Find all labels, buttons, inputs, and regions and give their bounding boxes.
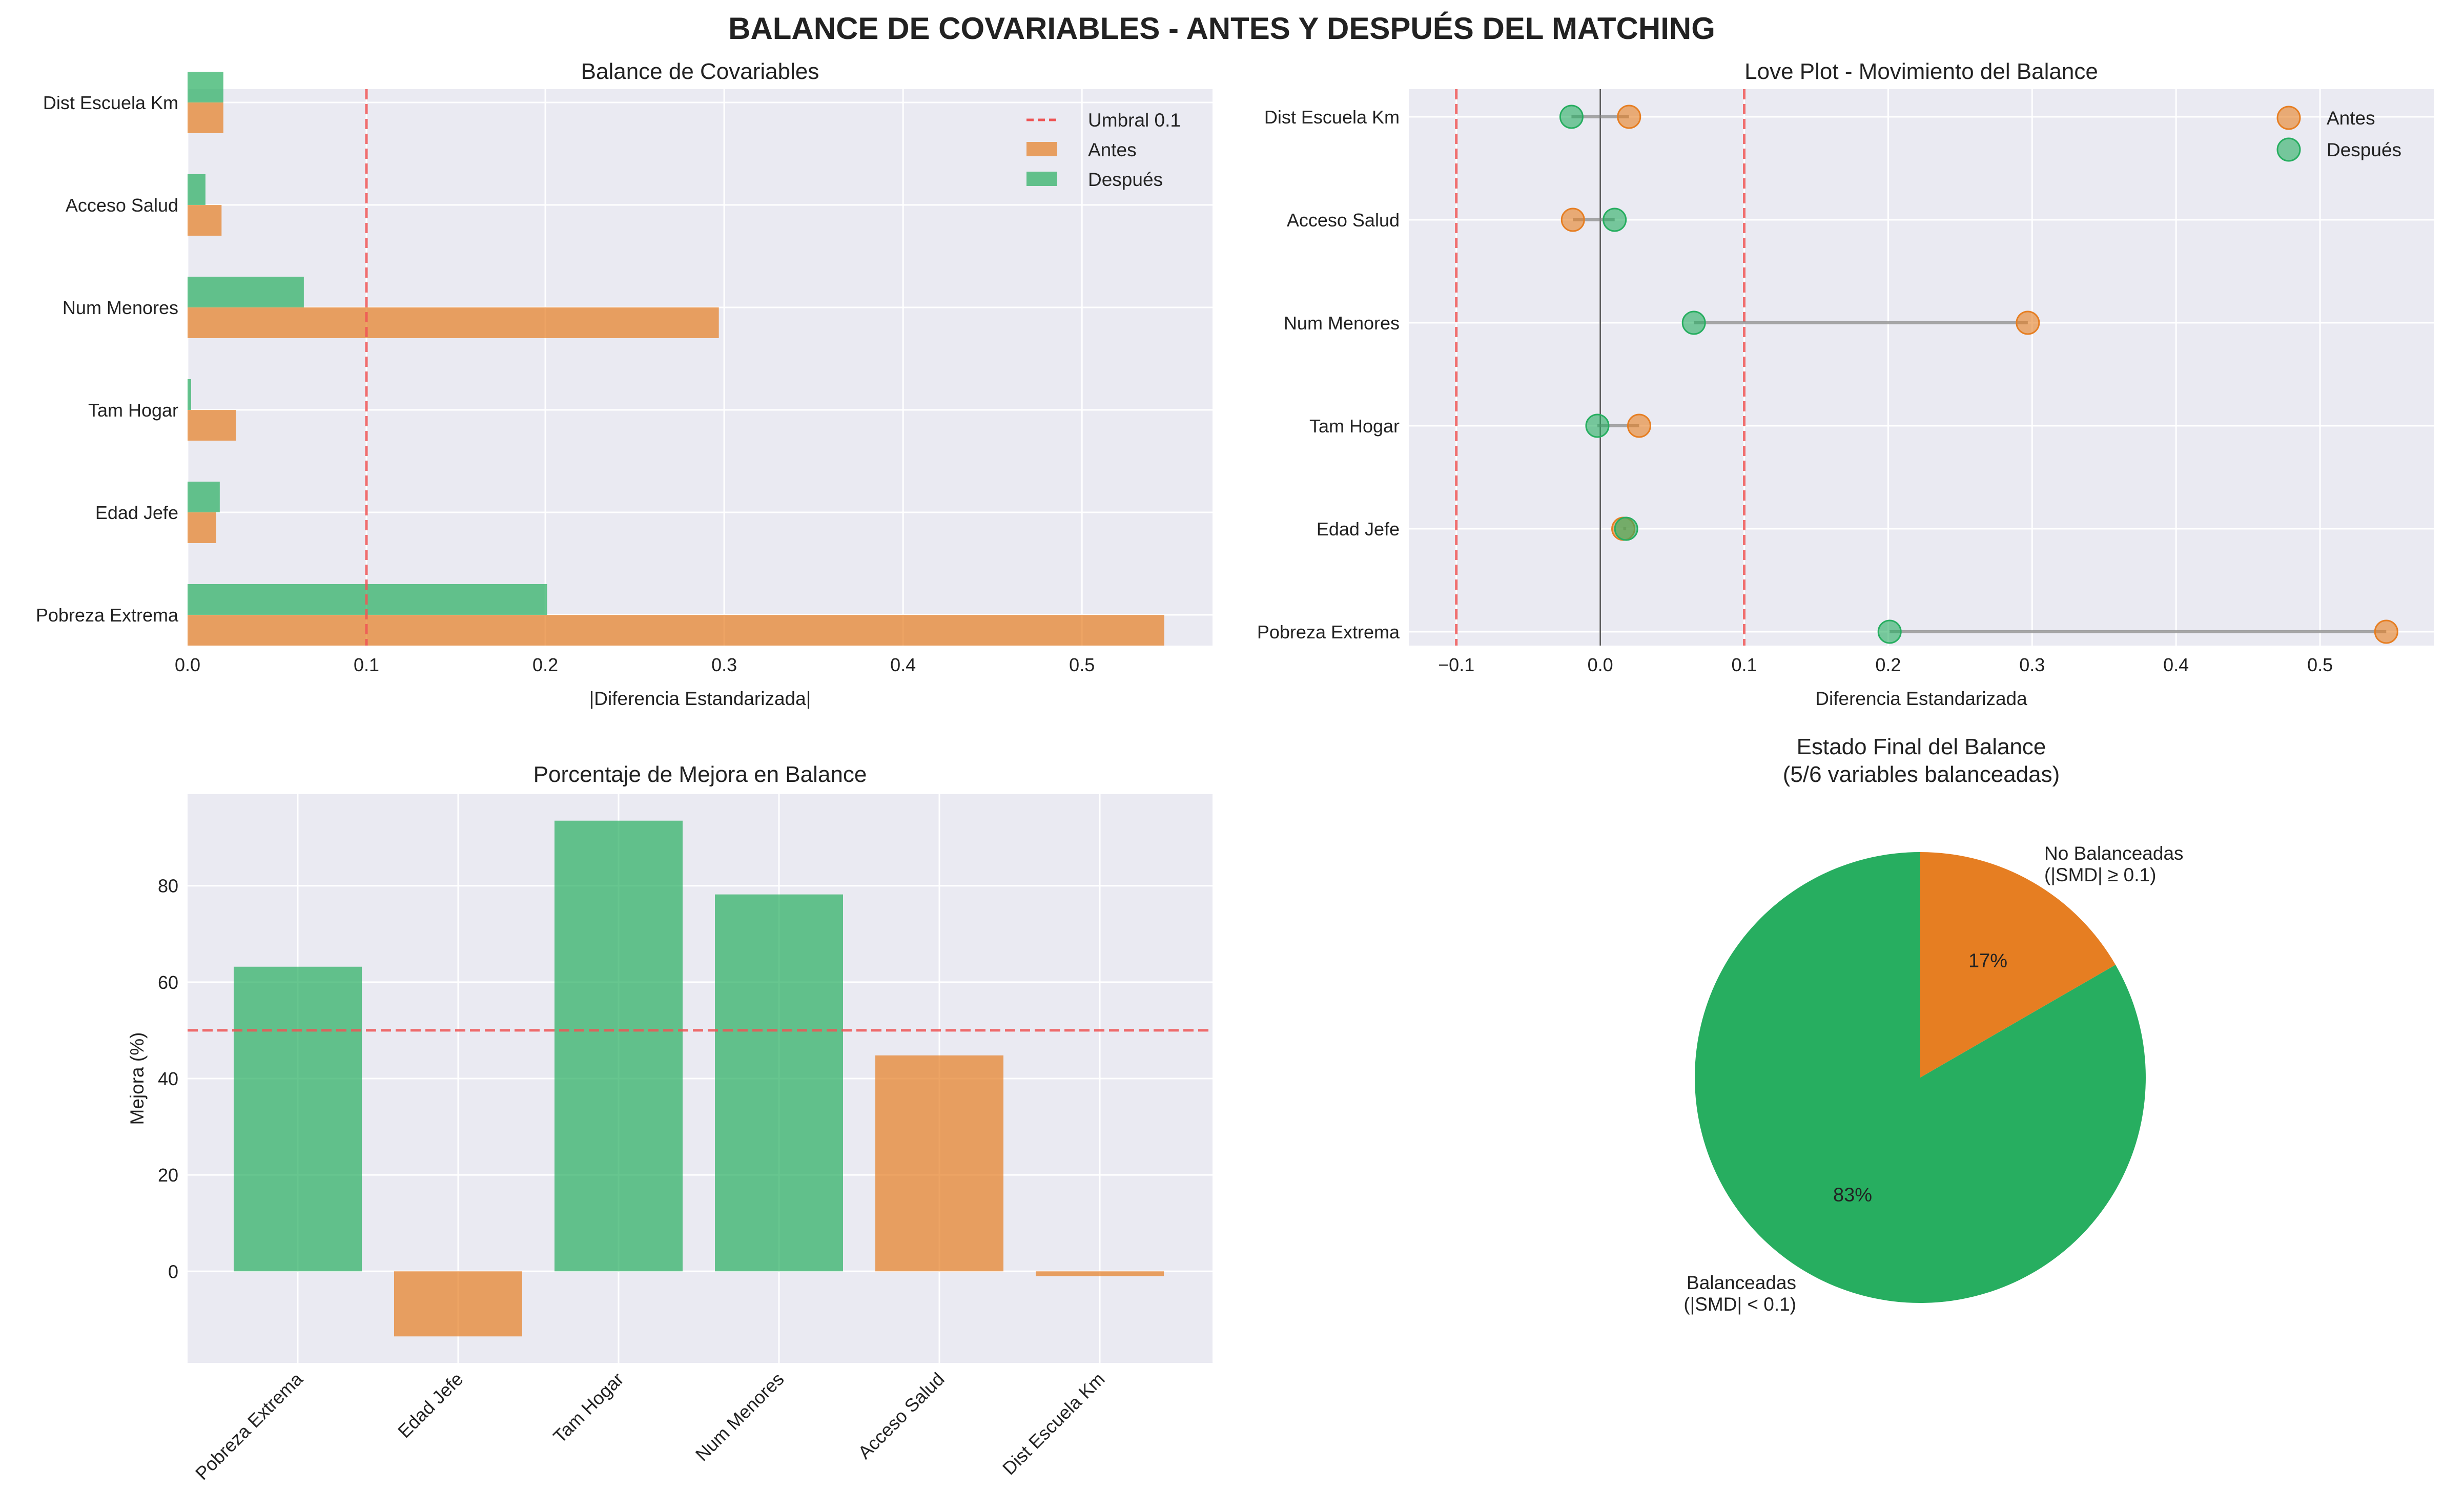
estado-pie-title: Estado Final del Balance — [1797, 734, 2046, 759]
balance-legend-antes-swatch — [1026, 142, 1057, 156]
figure-title: BALANCE DE COVARIABLES - ANTES Y DESPUÉS… — [728, 11, 1715, 46]
balance-bar-despues-acceso-salud — [188, 174, 206, 205]
mejora-y-tick: 80 — [158, 876, 178, 897]
balance-y-tick-edad-jefe: Edad Jefe — [95, 502, 178, 523]
balance-y-tick-dist-escuela-km: Dist Escuela Km — [43, 92, 178, 113]
balance-x-tick: 0.1 — [354, 654, 379, 675]
love-point-despues-pobreza-extrema — [1877, 619, 1902, 644]
love-y-tick-tam-hogar: Tam Hogar — [1309, 416, 1400, 437]
balance-legend-despues-label: Después — [1088, 169, 1163, 190]
love-legend-antes-swatch — [2276, 106, 2301, 130]
love-point-antes-pobreza-extrema — [2374, 619, 2398, 644]
mejora-bar-num-menores — [715, 894, 843, 1272]
balance-bar-despues-tam-hogar — [188, 379, 191, 410]
mejora-chart-title: Porcentaje de Mejora en Balance — [533, 762, 867, 787]
love-y-tick-num-menores: Num Menores — [1284, 313, 1400, 334]
mejora-y-tick: 40 — [158, 1068, 178, 1089]
estado-pie: Estado Final del Balance (5/6 variables … — [1683, 734, 2183, 1315]
love-point-despues-tam-hogar — [1585, 413, 1610, 438]
love-plot-title: Love Plot - Movimiento del Balance — [1744, 59, 2098, 84]
balance-x-tick: 0.0 — [175, 654, 200, 675]
mejora-bar-acceso-salud — [875, 1055, 1003, 1272]
love-y-tick-dist-escuela-km: Dist Escuela Km — [1264, 107, 1400, 128]
love-point-antes-num-menores — [2016, 310, 2040, 335]
mejora-y-axis-label: Mejora (%) — [127, 1032, 148, 1125]
love-point-despues-num-menores — [1681, 310, 1706, 335]
love-point-antes-dist-escuela-km — [1617, 105, 1641, 129]
balance-x-axis-label: |Diferencia Estandarizada| — [589, 688, 811, 709]
pie-label-no-balanceadas: No Balanceadas — [2044, 843, 2184, 864]
balance-y-tick-acceso-salud: Acceso Salud — [66, 195, 178, 216]
mejora-bar-dist-escuela-km — [1036, 1271, 1164, 1276]
balance-y-tick-pobreza-extrema: Pobreza Extrema — [36, 605, 179, 626]
love-x-tick: 0.0 — [1588, 654, 1613, 675]
pie-slice-no-balanceadas — [1920, 852, 2116, 1078]
balance-bar-antes-edad-jefe — [188, 512, 216, 543]
love-point-despues-acceso-salud — [1603, 208, 1627, 232]
balance-plot-area — [188, 89, 1213, 646]
love-x-tick: 0.2 — [1875, 654, 1901, 675]
love-x-axis-label: Diferencia Estandarizada — [1815, 688, 2027, 709]
balance-x-tick: 0.5 — [1069, 654, 1095, 675]
love-y-tick-edad-jefe: Edad Jefe — [1317, 519, 1400, 540]
balance-y-tick-num-menores: Num Menores — [63, 297, 178, 318]
balance-bar-antes-tam-hogar — [188, 410, 236, 441]
love-x-tick: −0.1 — [1438, 654, 1474, 675]
mejora-y-tick: 60 — [158, 972, 178, 993]
love-legend-despues-swatch — [2276, 137, 2301, 162]
love-y-tick-pobreza-extrema: Pobreza Extrema — [1257, 622, 1400, 643]
pie-label-balanceadas: Balanceadas — [1687, 1272, 1796, 1293]
mejora-y-tick: 20 — [158, 1165, 178, 1186]
balance-bar-despues-edad-jefe — [188, 482, 220, 512]
balance-y-tick-tam-hogar: Tam Hogar — [88, 400, 178, 421]
mejora-y-tick: 0 — [168, 1261, 178, 1282]
pie-pct-no-balanceadas: 17% — [1968, 950, 2007, 971]
balance-bar-antes-acceso-salud — [188, 205, 222, 236]
balance-legend-antes-label: Antes — [1088, 139, 1137, 160]
estado-pie-subtitle: (5/6 variables balanceadas) — [1783, 762, 2060, 787]
love-point-despues-dist-escuela-km — [1559, 105, 1584, 129]
balance-chart-title: Balance de Covariables — [581, 59, 819, 84]
love-point-antes-acceso-salud — [1560, 208, 1585, 232]
love-point-despues-edad-jefe — [1614, 516, 1638, 541]
love-point-antes-tam-hogar — [1627, 413, 1651, 438]
mejora-bar-pobreza-extrema — [234, 966, 362, 1272]
love-plot: Love Plot - Movimiento del Balance −0.1 0… — [1257, 59, 2434, 709]
love-x-tick: 0.1 — [1731, 654, 1757, 675]
pie-pct-balanceadas: 83% — [1833, 1185, 1872, 1206]
balance-bar-despues-num-menores — [188, 277, 304, 307]
balance-legend-threshold-label: Umbral 0.1 — [1088, 110, 1181, 131]
balance-x-tick: 0.3 — [711, 654, 737, 675]
love-legend-despues-label: Después — [2327, 139, 2401, 160]
balance-chart: Balance de Covariables 0.0 0.1 0.2 0.3 0.4 0.… — [36, 59, 1213, 709]
balance-bar-antes-pobreza-extrema — [188, 615, 1164, 646]
mejora-bar-edad-jefe — [394, 1271, 522, 1337]
balance-x-tick: 0.4 — [890, 654, 916, 675]
balance-legend-despues-swatch — [1026, 172, 1057, 186]
love-y-tick-acceso-salud: Acceso Salud — [1287, 210, 1400, 231]
balance-bar-antes-num-menores — [188, 307, 719, 338]
pie-label-detail-no-balanceadas: (|SMD| ≥ 0.1) — [2044, 864, 2156, 885]
balance-bar-despues-dist-escuela-km — [188, 72, 223, 102]
balance-bar-antes-dist-escuela-km — [188, 102, 223, 133]
love-legend-antes-label: Antes — [2327, 108, 2375, 129]
love-x-tick: 0.5 — [2307, 654, 2333, 675]
love-x-tick: 0.4 — [2163, 654, 2189, 675]
love-plot-area — [1409, 89, 2434, 646]
mejora-bar-tam-hogar — [554, 820, 683, 1272]
balance-x-tick: 0.2 — [532, 654, 558, 675]
love-x-tick: 0.3 — [2019, 654, 2045, 675]
pie-label-detail-balanceadas: (|SMD| < 0.1) — [1683, 1294, 1796, 1315]
